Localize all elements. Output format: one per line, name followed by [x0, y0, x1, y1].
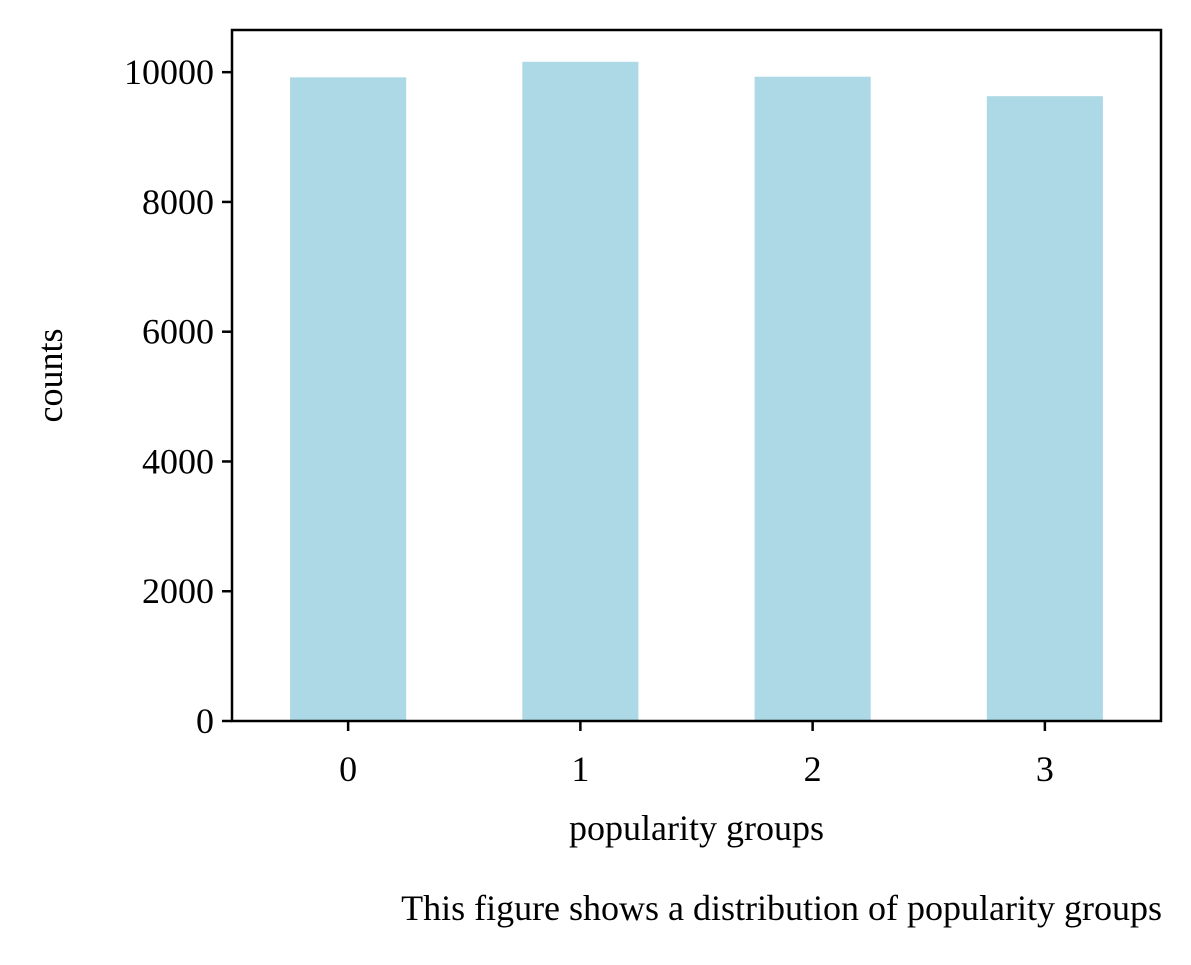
y-axis-ticks: 0 2000 4000 6000 8000 10000 [124, 52, 232, 741]
x-tick-label: 1 [571, 749, 589, 789]
x-tick-label: 0 [339, 749, 357, 789]
y-tick-label: 2000 [142, 571, 214, 611]
bars-layer [290, 61, 1103, 722]
y-tick-label: 10000 [124, 52, 214, 92]
x-axis-ticks: 0 1 2 3 [339, 721, 1054, 789]
bar-0 [290, 77, 407, 721]
figure-caption: This figure shows a distribution of popu… [401, 888, 1162, 928]
y-tick-label: 8000 [142, 182, 214, 222]
bar-3 [986, 96, 1103, 721]
y-axis-label: counts [30, 329, 70, 423]
y-tick-label: 6000 [142, 312, 214, 352]
x-tick-label: 2 [804, 749, 822, 789]
y-tick-label: 0 [196, 701, 214, 741]
y-tick-label: 4000 [142, 441, 214, 481]
axes-frame [230, 28, 1163, 723]
x-axis-label: popularity groups [569, 808, 824, 848]
bar-1 [522, 61, 639, 722]
x-tick-label: 3 [1036, 749, 1054, 789]
bar-2 [754, 76, 871, 721]
